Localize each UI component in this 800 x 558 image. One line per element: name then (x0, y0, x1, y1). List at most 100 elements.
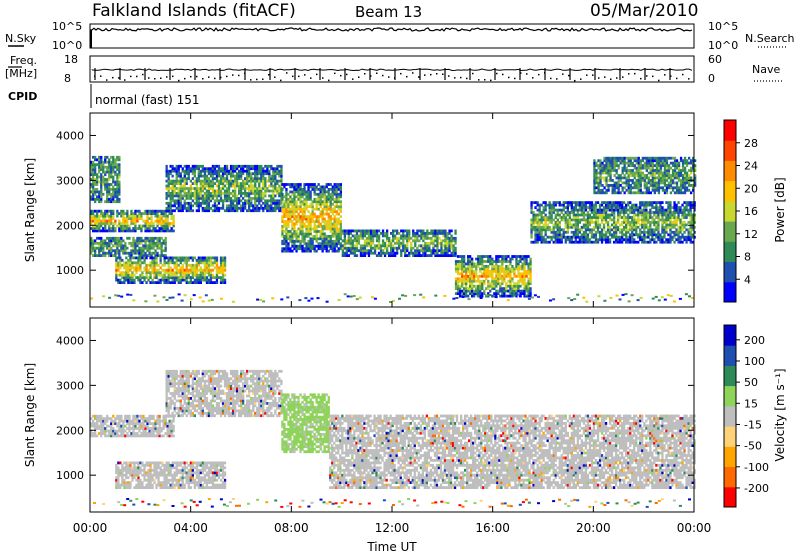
data-cell (194, 180, 196, 183)
data-cell (299, 205, 301, 208)
data-cell (609, 206, 611, 209)
data-cell (112, 237, 114, 240)
data-cell (299, 225, 301, 228)
data-cell (513, 272, 515, 275)
data-cell (131, 264, 133, 267)
data-cell (151, 257, 153, 260)
data-cell (291, 191, 293, 194)
data-cell (130, 215, 132, 218)
data-cell (521, 255, 523, 258)
nsky-tick-bottom: 10^0 (52, 39, 82, 52)
data-cell (230, 182, 232, 185)
data-cell (430, 252, 432, 255)
data-cell (200, 185, 202, 188)
data-cell (163, 227, 165, 230)
data-cell (280, 172, 282, 175)
data-cell (631, 241, 633, 244)
data-cell (194, 195, 196, 198)
data-cell (655, 221, 657, 224)
data-cell (316, 208, 318, 211)
data-cell (170, 187, 172, 190)
data-cell (180, 180, 182, 183)
data-cell (541, 231, 543, 234)
data-cell (477, 275, 479, 278)
data-cell (651, 216, 653, 219)
data-cell (166, 209, 168, 212)
data-cell (106, 186, 108, 189)
data-cell (281, 250, 283, 253)
data-cell (633, 228, 635, 231)
data-cell (264, 170, 266, 173)
data-cell (161, 220, 163, 223)
data-cell (228, 209, 230, 212)
data-cell (530, 228, 532, 231)
data-cell (222, 185, 224, 188)
data-cell (305, 230, 307, 233)
data-cell (240, 199, 242, 202)
data-cell (430, 232, 432, 235)
data-cell (208, 190, 210, 193)
data-cell (210, 274, 212, 277)
data-cell (230, 204, 232, 207)
data-cell (151, 271, 153, 274)
data-cell (555, 231, 557, 234)
data-cell (314, 213, 316, 216)
data-cell (148, 239, 150, 242)
data-cell (465, 292, 467, 295)
data-cell (567, 214, 569, 217)
data-cell (557, 201, 559, 204)
data-cell (291, 205, 293, 208)
data-cell (208, 180, 210, 183)
data-cell (163, 249, 165, 252)
data-cell (571, 219, 573, 222)
data-cell (436, 244, 438, 247)
data-cell (184, 165, 186, 168)
data-cell (145, 271, 147, 274)
data-cell (681, 221, 683, 224)
data-cell (685, 214, 687, 217)
data-cell (545, 214, 547, 217)
data-cell (539, 236, 541, 239)
data-cell (264, 185, 266, 188)
data-cell (557, 228, 559, 231)
data-cell (254, 177, 256, 180)
data-cell (140, 230, 142, 233)
data-cell (374, 244, 376, 247)
data-cell (266, 202, 268, 205)
data-cell (426, 254, 428, 257)
data-cell (603, 238, 605, 241)
data-cell (256, 197, 258, 200)
data-cell (270, 207, 272, 210)
data-cell (222, 281, 224, 284)
data-cell (549, 216, 551, 219)
data-cell (360, 235, 362, 238)
data-cell (663, 214, 665, 217)
data-cell (310, 215, 312, 218)
data-cell (679, 221, 681, 224)
data-cell (186, 276, 188, 279)
data-cell (352, 247, 354, 250)
data-cell (461, 263, 463, 266)
data-cell (489, 282, 491, 285)
data-cell (147, 271, 149, 274)
data-cell (100, 188, 102, 191)
data-cell (281, 195, 283, 198)
data-cell (283, 215, 285, 218)
data-cell (326, 195, 328, 198)
data-cell (208, 187, 210, 190)
data-cell (477, 287, 479, 290)
data-cell (242, 167, 244, 170)
data-cell (238, 192, 240, 195)
data-cell (116, 183, 118, 186)
data-cell (683, 206, 685, 209)
data-cell (545, 228, 547, 231)
data-cell (96, 181, 98, 184)
nave-dot (190, 76, 192, 78)
data-cell (314, 198, 316, 201)
data-cell (285, 195, 287, 198)
data-cell (285, 208, 287, 211)
data-cell (170, 172, 172, 175)
data-cell (332, 242, 334, 245)
data-cell (469, 290, 471, 293)
data-cell (214, 195, 216, 198)
